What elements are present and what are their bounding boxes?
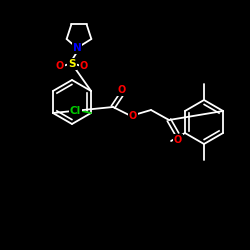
Text: Cl: Cl [70, 106, 81, 116]
Text: S: S [68, 59, 76, 69]
Text: O: O [129, 111, 137, 121]
Text: O: O [56, 61, 64, 71]
Text: O: O [174, 135, 182, 145]
Text: O: O [118, 85, 126, 95]
Text: O: O [80, 61, 88, 71]
Text: N: N [72, 43, 82, 53]
